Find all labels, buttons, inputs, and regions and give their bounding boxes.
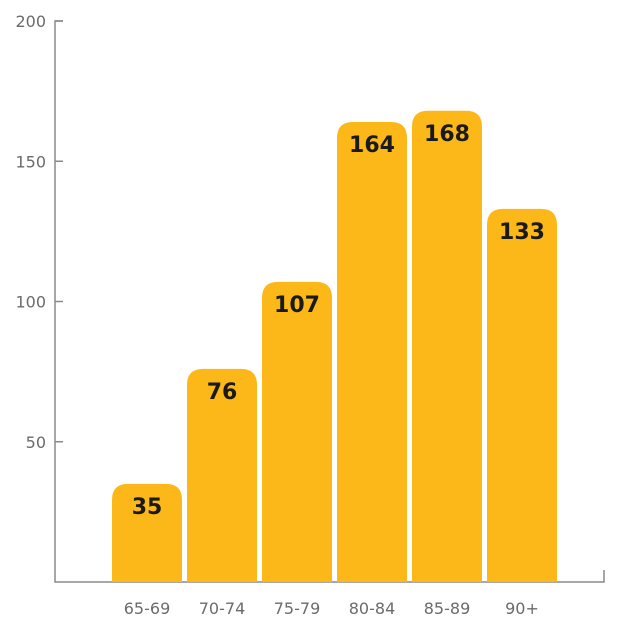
data-label-65-69: 35	[132, 495, 163, 520]
data-label-85-89: 168	[424, 122, 470, 147]
x-axis-ticks: 65-69 70-74 75-79 80-84 85-89 90+	[124, 599, 539, 618]
y-tick-label: 100	[15, 293, 46, 312]
data-labels-group: 35 76 107 164 168 133	[132, 122, 545, 520]
x-tick-label: 75-79	[274, 599, 321, 618]
bars-group	[112, 110, 557, 582]
data-label-90+: 133	[499, 220, 545, 245]
bar-75-79	[262, 281, 332, 582]
bar-90+	[487, 208, 557, 582]
y-tick-label: 200	[15, 12, 46, 31]
bar-65-69	[112, 483, 182, 582]
bar-80-84	[337, 121, 407, 582]
x-tick-label: 70-74	[199, 599, 246, 618]
bar-85-89	[412, 110, 482, 582]
x-tick-label: 85-89	[424, 599, 471, 618]
y-axis-ticks: 50 100 150 200	[15, 12, 63, 452]
y-tick-label: 50	[26, 433, 46, 452]
y-tick-label: 150	[15, 152, 46, 171]
data-label-80-84: 164	[349, 133, 395, 158]
x-tick-label: 65-69	[124, 599, 171, 618]
data-label-75-79: 107	[274, 293, 320, 318]
x-tick-label: 80-84	[349, 599, 396, 618]
bar-70-74	[187, 368, 257, 582]
data-label-70-74: 76	[207, 380, 238, 405]
x-tick-label: 90+	[505, 599, 539, 618]
